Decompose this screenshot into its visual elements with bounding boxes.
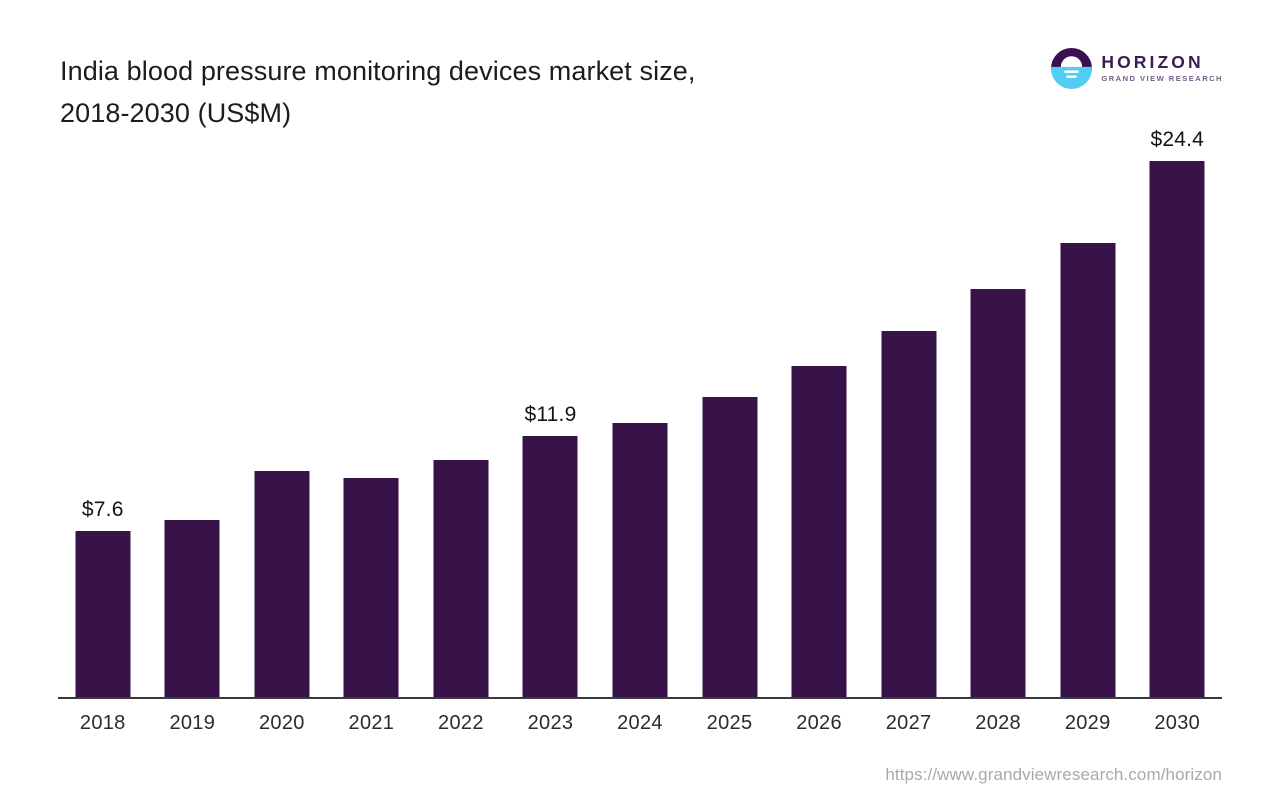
bar-2028[interactable] <box>970 288 1026 698</box>
bar-2026[interactable] <box>791 365 847 698</box>
bar-slot <box>1043 150 1133 698</box>
x-tick-2025: 2025 <box>706 712 753 734</box>
x-tick-2029: 2029 <box>1064 712 1111 734</box>
bar-slot <box>953 150 1043 698</box>
bar-slot <box>685 150 775 698</box>
bar-slot <box>148 150 238 698</box>
bar-slot <box>595 150 685 698</box>
x-tick-2026: 2026 <box>796 712 842 734</box>
bar-2023[interactable] <box>522 436 578 698</box>
bar-slot: $24.4 <box>1132 128 1222 698</box>
brand-wordmark: HORIZON GRAND VIEW RESEARCH <box>1101 51 1223 85</box>
bar-2018[interactable] <box>75 530 131 698</box>
x-tick-2028: 2028 <box>975 712 1021 734</box>
x-tick-2027: 2027 <box>885 712 932 734</box>
bar-value-label-2018: $7.6 <box>81 497 124 521</box>
bar-value-label-2030: $24.4 <box>1150 128 1204 152</box>
bar-2019[interactable] <box>164 519 220 698</box>
source-url[interactable]: https://www.grandviewresearch.com/horizo… <box>885 765 1222 784</box>
bar-slot <box>774 150 864 698</box>
bar-slot <box>416 150 506 698</box>
bar-slot <box>864 150 954 698</box>
bar-2020[interactable] <box>254 471 310 698</box>
bar-value-label-2023: $11.9 <box>524 403 577 427</box>
bar-2025[interactable] <box>702 396 758 698</box>
bar-slot <box>237 150 327 698</box>
x-tick-2024: 2024 <box>617 712 663 734</box>
brand-tagline: GRAND VIEW RESEARCH <box>1101 73 1223 83</box>
bar-2022[interactable] <box>433 460 489 698</box>
bar-2029[interactable] <box>1060 242 1116 698</box>
brand-logo: HORIZON GRAND VIEW RESEARCH <box>1051 48 1223 89</box>
x-axis-line <box>58 697 1222 699</box>
x-tick-2030: 2030 <box>1154 712 1201 734</box>
bar-2021[interactable] <box>343 478 399 698</box>
bar-2030[interactable] <box>1149 161 1205 698</box>
x-tick-2019: 2019 <box>169 712 216 734</box>
horizon-sunrise-circle-icon <box>1051 48 1093 89</box>
bar-slot <box>327 150 417 698</box>
page-title: India blood pressure monitoring devices … <box>60 56 696 128</box>
bar-slot: $11.9 <box>506 150 596 698</box>
bar-slot: $7.6 <box>58 150 148 698</box>
x-tick-2022: 2022 <box>438 712 484 734</box>
x-tick-2020: 2020 <box>258 712 305 734</box>
x-tick-2018: 2018 <box>79 712 126 734</box>
chart-header: India blood pressure monitoring devices … <box>0 0 1280 140</box>
brand-name: HORIZON <box>1101 51 1204 72</box>
x-axis-tick-labels: 2018 2019 2020 2021 2022 2023 2024 2025 2026 2027… <box>58 712 1222 742</box>
bar-series: $7.6 $11.9 $24.4 <box>58 128 1222 698</box>
x-tick-2021: 2021 <box>348 712 395 734</box>
bar-2027[interactable] <box>881 330 937 698</box>
bar-2024[interactable] <box>612 423 668 698</box>
x-tick-2023: 2023 <box>527 712 574 734</box>
